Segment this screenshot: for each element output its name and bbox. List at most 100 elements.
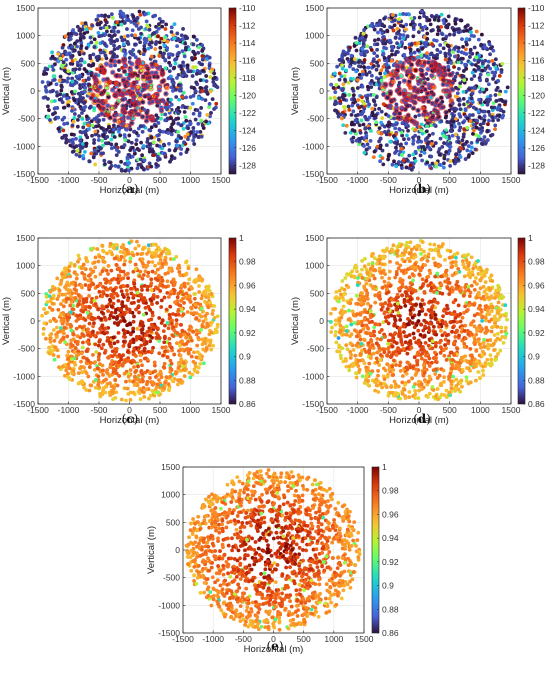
data-point <box>65 79 70 84</box>
data-point <box>158 45 163 50</box>
data-point <box>182 301 186 305</box>
data-point <box>482 135 487 139</box>
data-point <box>188 121 193 126</box>
data-point <box>180 74 185 78</box>
data-point <box>470 62 475 67</box>
data-point <box>375 60 379 65</box>
data-point <box>423 44 428 48</box>
data-point <box>157 157 162 161</box>
data-point <box>117 353 122 357</box>
data-point <box>144 382 149 387</box>
data-point <box>54 332 59 337</box>
serving-marker <box>442 68 448 74</box>
data-point <box>64 137 69 142</box>
data-point <box>365 96 370 101</box>
data-point <box>108 63 113 68</box>
serving-marker <box>420 111 427 118</box>
data-point <box>132 314 136 319</box>
data-point <box>198 86 203 90</box>
data-point <box>159 116 163 121</box>
x-axis-label: Horizontal (m) <box>389 185 449 196</box>
data-point <box>43 84 48 89</box>
data-point <box>70 307 75 312</box>
data-point <box>113 360 118 365</box>
data-point <box>485 128 490 133</box>
data-point <box>449 119 454 124</box>
data-point <box>496 79 501 83</box>
data-point <box>78 63 83 68</box>
serving-marker <box>388 82 394 88</box>
data-point <box>117 374 122 378</box>
data-point <box>127 161 132 166</box>
data-point <box>413 133 418 138</box>
data-point <box>164 22 169 27</box>
data-point <box>427 18 432 22</box>
data-point <box>115 46 120 51</box>
data-point <box>476 134 481 139</box>
data-point <box>420 73 425 78</box>
data-point <box>366 65 371 70</box>
data-point <box>125 27 129 31</box>
serving-marker <box>130 82 137 88</box>
data-point <box>490 132 495 137</box>
data-point <box>404 27 408 32</box>
serving-marker <box>436 63 443 69</box>
data-point <box>58 56 63 61</box>
serving-marker <box>436 114 442 120</box>
data-point <box>169 132 174 137</box>
data-point <box>109 277 114 282</box>
data-point <box>428 22 433 27</box>
data-point <box>71 28 76 32</box>
data-point <box>382 16 387 21</box>
data-point <box>488 66 493 71</box>
data-point <box>447 48 452 52</box>
data-point <box>91 324 95 329</box>
data-point <box>155 286 160 291</box>
data-point <box>468 26 473 31</box>
data-point <box>83 85 88 90</box>
data-point <box>116 321 121 325</box>
data-point <box>96 148 101 153</box>
data-point <box>131 48 135 52</box>
data-point <box>176 72 181 77</box>
data-point <box>455 91 460 96</box>
data-point <box>401 33 406 37</box>
serving-marker <box>407 69 413 75</box>
data-point <box>111 315 116 320</box>
data-point <box>183 34 188 39</box>
data-point <box>176 121 181 126</box>
data-point <box>442 21 447 26</box>
data-point <box>184 74 189 78</box>
data-point <box>141 247 145 251</box>
data-point <box>111 54 116 59</box>
data-point <box>99 13 104 18</box>
data-point <box>112 135 117 139</box>
data-point <box>70 83 75 88</box>
serving-marker <box>105 112 111 118</box>
data-point <box>81 300 86 305</box>
data-point <box>79 351 84 356</box>
data-point <box>190 74 195 78</box>
data-point <box>365 142 370 147</box>
data-point <box>489 105 494 110</box>
x-tick-label: 1000 <box>471 175 490 185</box>
data-point <box>181 60 185 65</box>
data-point <box>350 103 355 108</box>
data-point <box>66 99 71 104</box>
data-point <box>453 21 458 26</box>
data-point <box>57 365 61 370</box>
data-point <box>364 49 369 54</box>
serving-marker <box>147 100 153 106</box>
data-point <box>111 335 116 340</box>
data-point <box>362 53 367 58</box>
data-point <box>136 304 141 309</box>
data-point <box>416 41 421 46</box>
data-point <box>122 318 127 323</box>
data-point <box>408 85 413 90</box>
data-point <box>429 123 434 128</box>
data-point <box>192 296 197 301</box>
data-point <box>340 63 344 68</box>
data-point <box>159 321 164 325</box>
data-point <box>50 349 55 353</box>
serving-marker <box>385 94 391 101</box>
